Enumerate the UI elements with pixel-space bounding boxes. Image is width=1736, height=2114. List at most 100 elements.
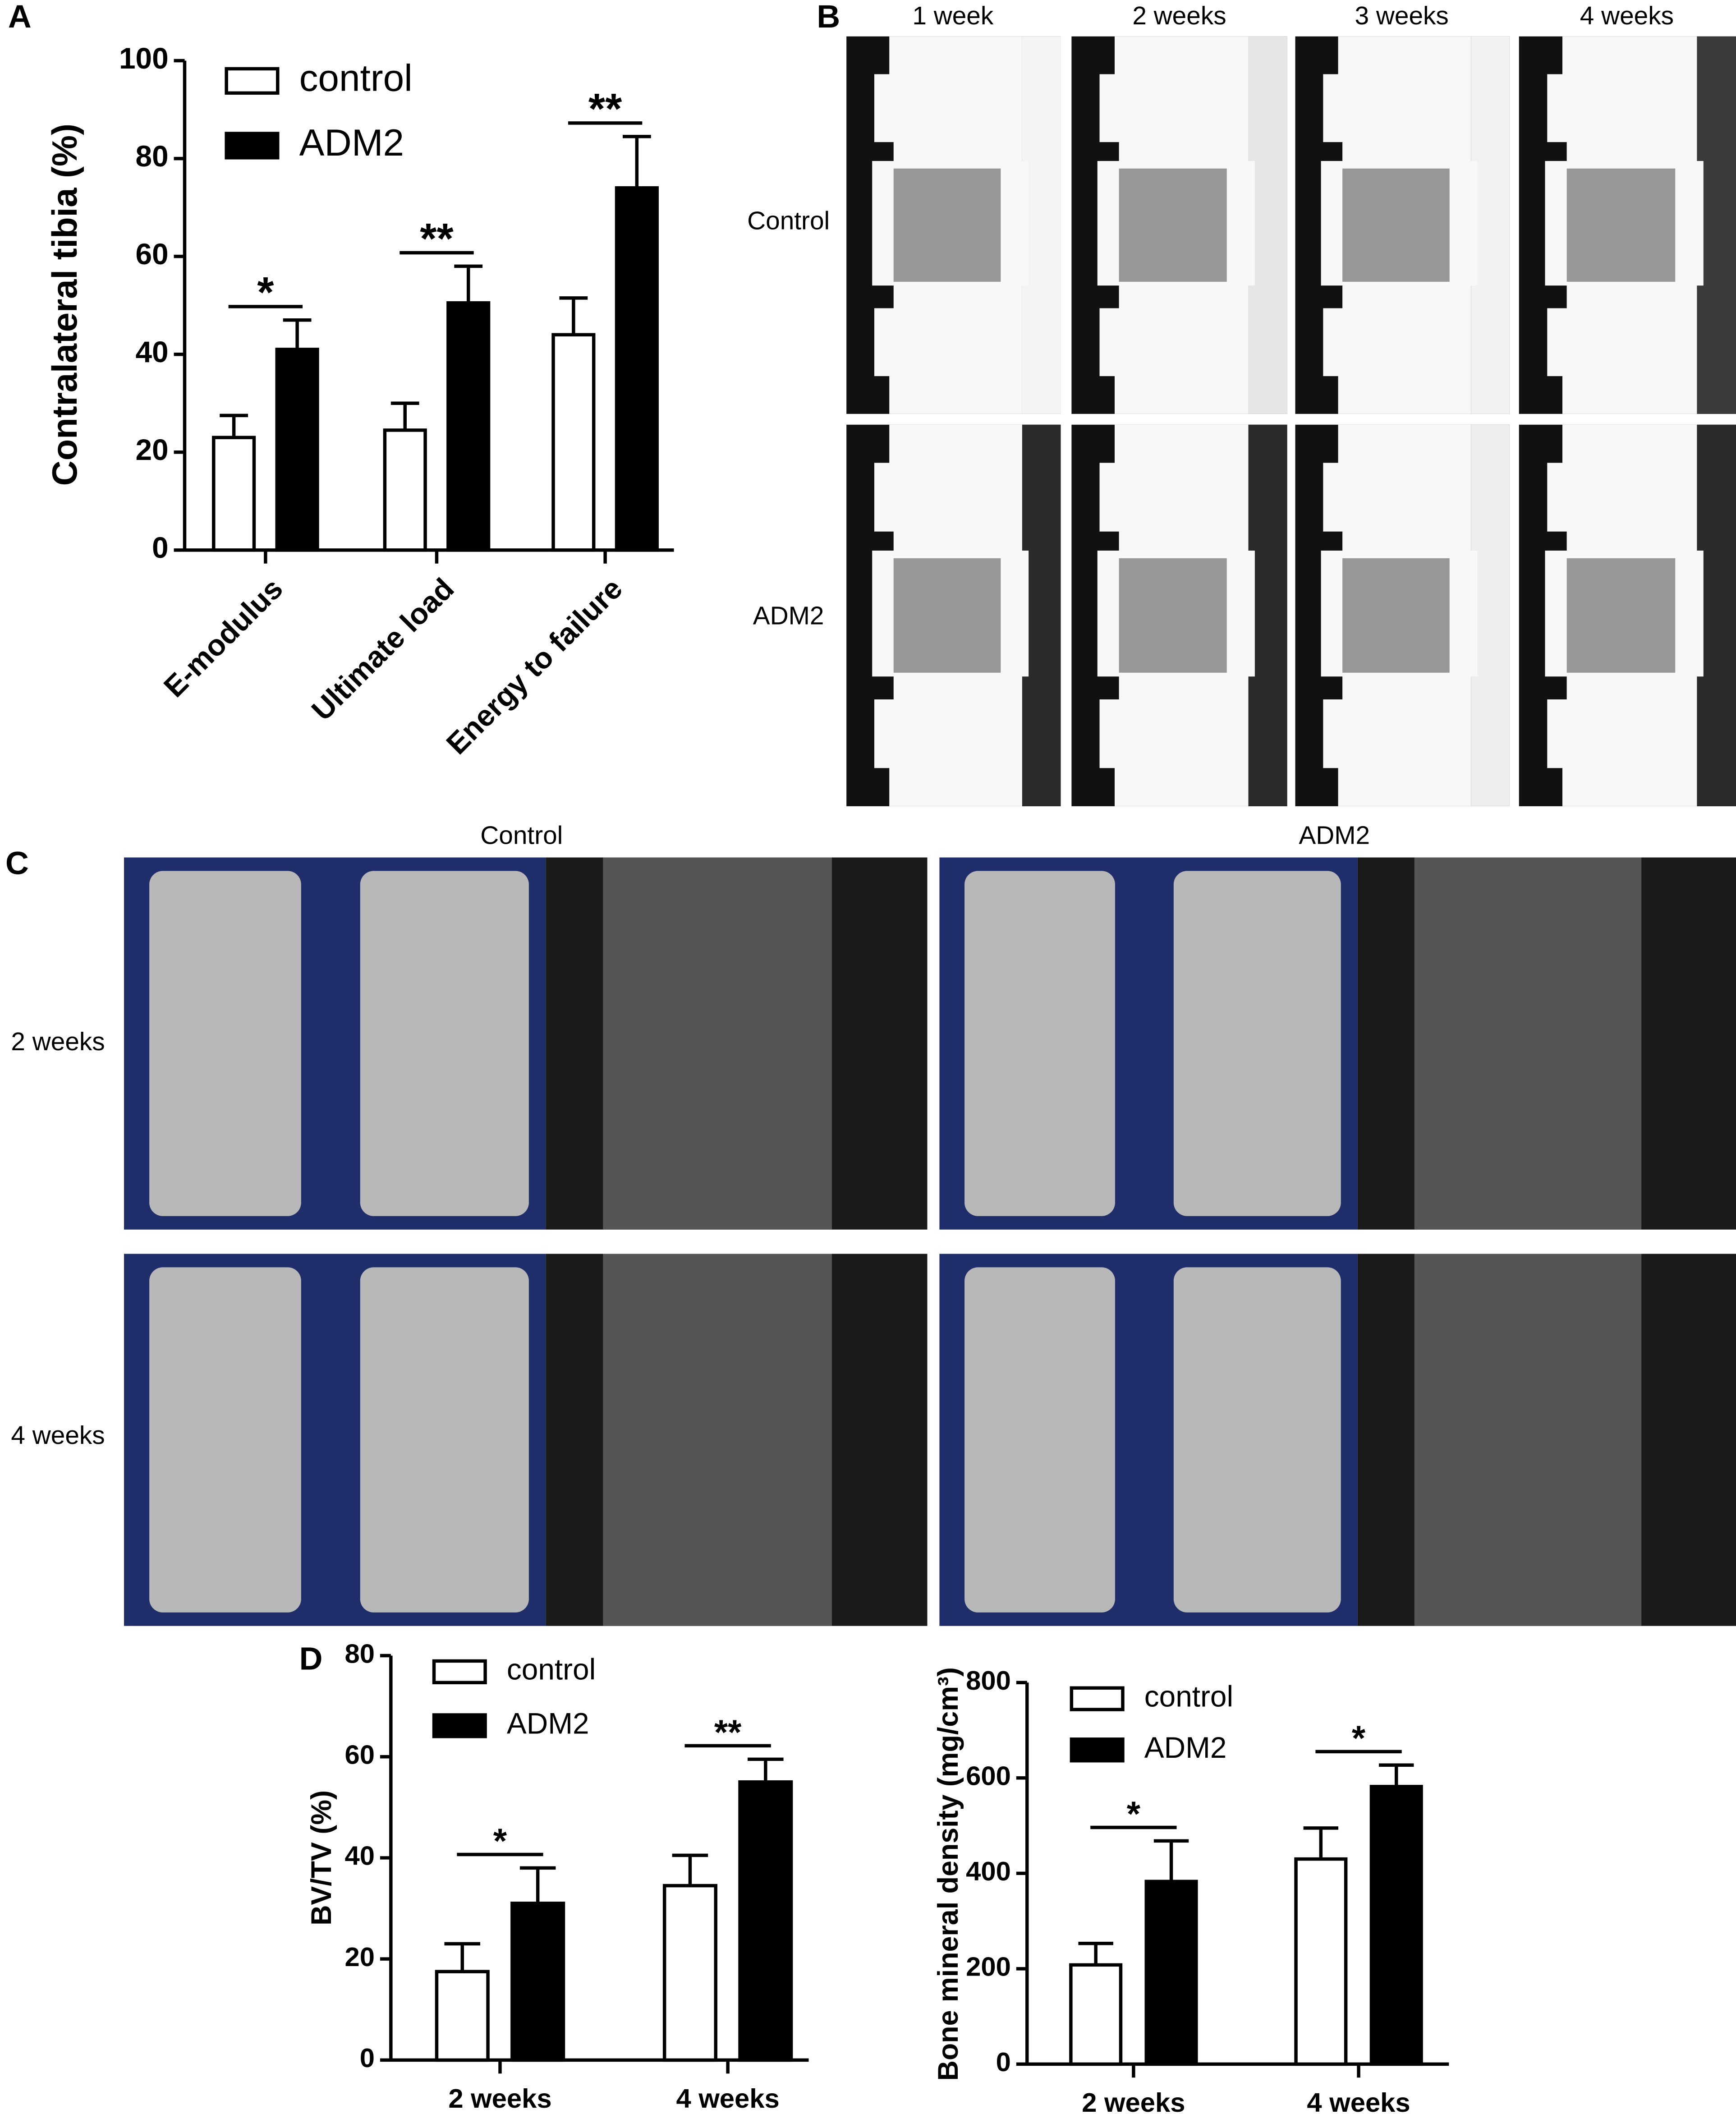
legend-label: ADM2 [507,1706,589,1740]
bone-render [149,871,301,1216]
error-bar [283,318,312,349]
x-tick-label: E-modulus [157,571,289,703]
y-tick-label: 0 [360,2043,375,2073]
column-label: 3 weeks [1355,2,1449,30]
error-bar [454,264,483,303]
xray-background [1248,36,1287,414]
y-tick-label: 20 [136,433,169,466]
y-tick-label: 40 [136,335,169,368]
y-tick-label: 40 [345,1841,375,1871]
error-bar [748,1757,784,1782]
legend-swatch [225,132,280,160]
bone-render [964,1267,1115,1613]
bar [551,333,596,552]
row-label: ADM2 [753,602,824,630]
bone-slice [603,857,832,1230]
callus [1566,558,1676,673]
legend-label: control [507,1653,596,1686]
significance-label: * [493,1822,507,1861]
error-bar [1153,1839,1189,1882]
legend-swatch [225,67,280,95]
bar [275,348,319,552]
bone-render [360,871,529,1216]
bar [1294,1857,1348,2066]
significance-label: ** [714,1713,742,1752]
x-tick-label: 4 weeks [1307,2087,1410,2114]
y-tick-label: 600 [966,1761,1011,1791]
column-label: ADM2 [1299,822,1370,850]
x-tick-label: 2 weeks [448,2083,551,2114]
legend-label: ADM2 [299,121,404,164]
row-label: 2 weeks [11,1028,105,1056]
y-tick-label: 800 [966,1665,1011,1696]
bar [662,1884,717,2062]
callus [1119,168,1227,282]
xray-background [1248,424,1287,806]
panel-label: D [299,1641,323,1677]
legend-label: ADM2 [1144,1731,1227,1764]
row-label: 4 weeks [11,1421,105,1450]
error-bar [559,296,588,335]
error-bar [1078,1942,1113,1965]
xray-grid [846,36,1736,806]
row-label: Control [747,207,830,235]
bone-slice [603,1254,832,1626]
y-tick-label: 100 [119,41,169,75]
error-bar [444,1942,481,1972]
panel-label: A [8,0,32,35]
column-label: 4 weeks [1580,2,1674,30]
callus [893,168,1001,282]
ct-grid [124,857,1736,1626]
legend-label: control [1144,1680,1233,1713]
bone-render [964,871,1115,1216]
column-label: Control [480,822,563,850]
bar-chart: 0 20 40 60 80 100 Contralateral tibia (%) E-mod… [46,41,674,761]
callus [893,558,1001,673]
legend-swatch [1070,1737,1125,1763]
significance-label: * [1127,1795,1141,1834]
bone-render [1173,871,1341,1216]
error-bar [622,135,651,188]
error-bar [1379,1763,1414,1787]
bar [1369,1785,1423,2066]
bar [446,301,491,552]
y-tick-label: 80 [345,1638,375,1668]
y-tick-label: 400 [966,1856,1011,1886]
column-label: 1 week [912,2,993,30]
bar [615,186,659,552]
y-tick-label: 60 [136,237,169,271]
callus [1342,558,1450,673]
callus [1566,168,1676,282]
x-tick-label: Ultimate load [305,571,460,726]
legend-label: control [299,56,413,99]
bar [212,436,256,552]
y-tick-label: 200 [966,1952,1011,1982]
x-tick-label: 4 weeks [676,2083,779,2114]
y-tick-label: 0 [152,531,169,564]
y-axis-label: Bone mineral density (mg/cm³) [932,1667,964,2081]
legend-swatch [1070,1686,1125,1711]
legend-swatch [432,1713,487,1738]
y-tick-label: 0 [996,2047,1011,2077]
y-tick-label: 20 [345,1942,375,1972]
significance-label: * [1352,1719,1366,1758]
bone-slice [1414,1254,1642,1626]
y-axis-label: BV/TV (%) [306,1790,337,1926]
y-axis-label: Contralateral tibia (%) [46,124,84,486]
error-bar [390,401,419,430]
bar [383,428,427,552]
legend-swatch [432,1659,487,1685]
callus [1119,558,1227,673]
bone-render [149,1267,301,1613]
bar [1069,1963,1123,2066]
x-tick-label: Energy to failure [440,571,629,760]
y-tick-label: 60 [345,1739,375,1769]
bone-render [1173,1267,1341,1613]
panel-label: B [817,0,840,35]
bone-slice [1414,857,1642,1230]
bar [1144,1880,1198,2066]
bone-render [360,1267,529,1613]
